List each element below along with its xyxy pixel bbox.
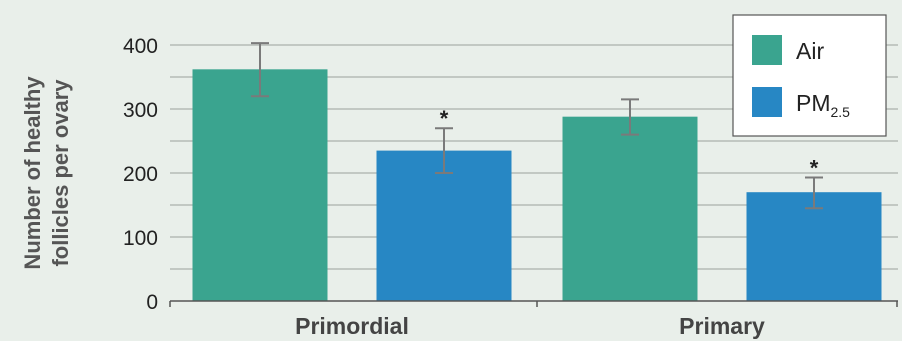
y-tick-label: 200 — [123, 163, 158, 186]
legend-label: Air — [796, 38, 824, 64]
y-tick-label: 300 — [123, 99, 158, 122]
bars — [192, 69, 882, 302]
y-tick-label: 400 — [123, 35, 158, 58]
bar-air-primordial — [192, 69, 328, 301]
significance-mark: * — [810, 155, 819, 180]
axes — [169, 300, 898, 307]
y-tick-label: 0 — [146, 291, 158, 314]
bar-air-primary — [562, 116, 698, 302]
x-category-label: Primordial — [295, 313, 409, 339]
bar-pm2-5-primary — [746, 192, 882, 301]
legend-box — [732, 14, 887, 137]
labels: 0 100 200 300 400 Number of healthy follicles … — [20, 35, 819, 339]
bar-pm2-5-primordial — [376, 150, 512, 301]
y-axis-title-line: follicles per ovary — [48, 79, 73, 267]
error-bars — [251, 42, 823, 210]
legend-label: PM2.5 — [796, 90, 850, 120]
y-tick-label: 100 — [123, 227, 158, 250]
x-category-label: Primary — [679, 313, 765, 339]
legend-swatch — [752, 87, 782, 117]
legend: Air PM2.5 — [732, 14, 887, 137]
y-axis-title-line: Number of healthy — [20, 76, 45, 270]
legend-swatch — [752, 35, 782, 65]
significance-mark: * — [440, 106, 449, 131]
